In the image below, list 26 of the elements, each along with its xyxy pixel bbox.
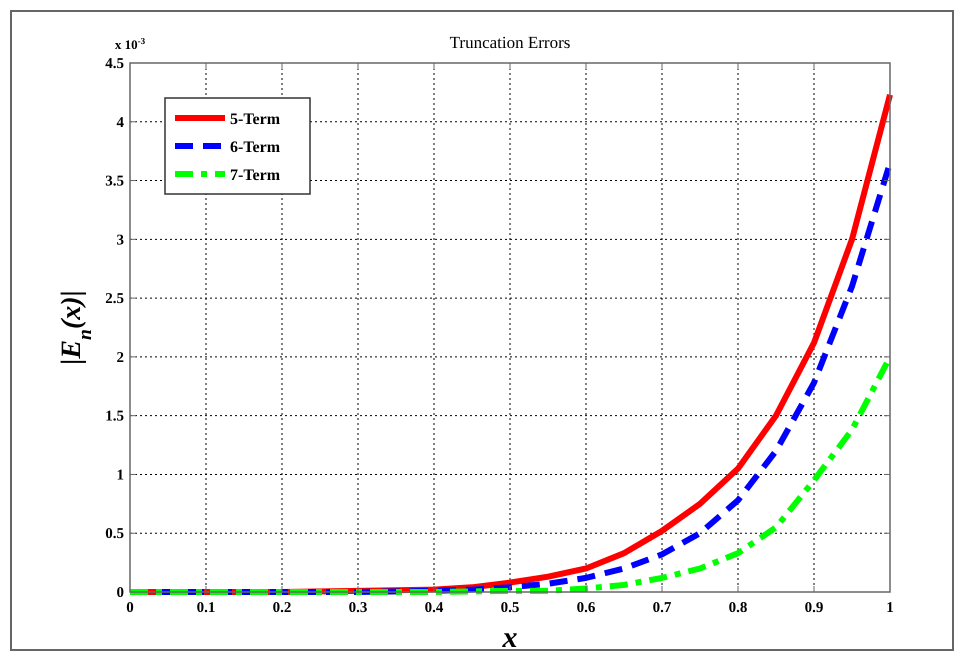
x-tick-label: 0.9 [804, 600, 824, 616]
y-tick-label: 0.5 [105, 526, 124, 542]
y-tick-label: 3.5 [105, 174, 124, 190]
y-tick-label: 3 [116, 232, 124, 248]
y-tick-label: 2 [116, 350, 124, 366]
y-tick-label: 0 [116, 585, 124, 601]
chart-title: Truncation Errors [450, 33, 570, 52]
y-tick-label: 2.5 [105, 291, 124, 308]
legend-label: 7-Term [230, 167, 281, 184]
y-tick-label: 1.5 [105, 408, 124, 425]
text: x 10$^{-3}$ [114, 36, 146, 52]
x-tick-label: 0.6 [576, 600, 596, 616]
legend-label: 5-Term [230, 111, 281, 128]
x-tick-label: 0.5 [500, 600, 520, 616]
x-tick-label: 0.1 [196, 600, 216, 616]
x-tick-label: 0.4 [424, 600, 444, 616]
x-tick-label: 1 [886, 600, 894, 616]
x-tick-label: 0.2 [272, 600, 292, 616]
x-tick-label: 0.7 [652, 600, 672, 616]
legend-label: 6-Term [230, 139, 281, 156]
y-tick-label: 1 [116, 467, 124, 484]
x-tick-label: 0.8 [728, 600, 748, 616]
x-axis-title: x [502, 621, 518, 654]
y-tick-label: 4 [116, 114, 124, 131]
y-tick-label: 4.5 [105, 56, 124, 72]
x-tick-label: 0.3 [348, 600, 368, 616]
